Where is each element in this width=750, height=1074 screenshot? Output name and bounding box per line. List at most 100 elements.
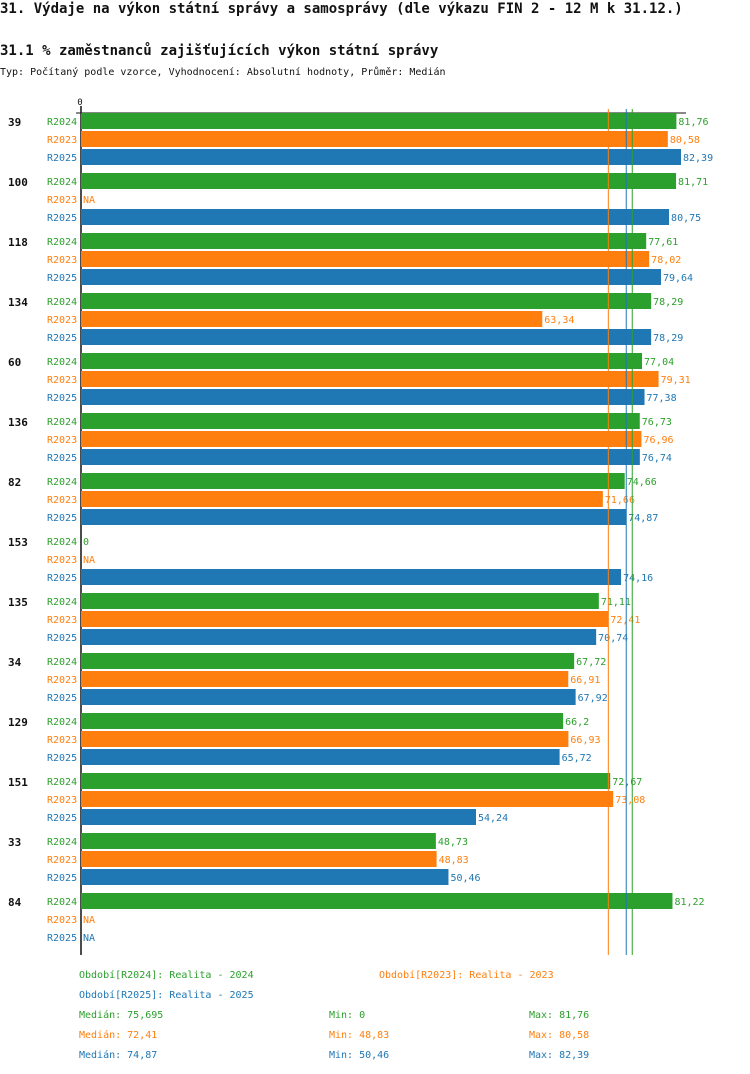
data-label-r2025: 82,39 bbox=[683, 153, 713, 164]
series-label-r2025: R2025 bbox=[47, 393, 77, 404]
data-label-r2023: 63,34 bbox=[544, 315, 574, 326]
series-label-r2025: R2025 bbox=[47, 813, 77, 824]
bar-r2024 bbox=[81, 473, 625, 489]
stat-r2025-min: Min: 50,46 bbox=[329, 1050, 390, 1061]
bar-r2025 bbox=[81, 269, 661, 285]
category-label: 129 bbox=[8, 716, 28, 729]
series-label-r2023: R2023 bbox=[47, 255, 77, 266]
series-label-r2024: R2024 bbox=[47, 777, 77, 788]
series-label-r2025: R2025 bbox=[47, 333, 77, 344]
data-label-r2023: 48,83 bbox=[439, 855, 469, 866]
data-label-r2024: 67,72 bbox=[576, 657, 606, 668]
data-label-r2025: 74,16 bbox=[623, 573, 653, 584]
series-label-r2025: R2025 bbox=[47, 933, 77, 944]
bar-r2023 bbox=[81, 671, 569, 687]
series-label-r2024: R2024 bbox=[47, 357, 77, 368]
category-label: 153 bbox=[8, 536, 28, 549]
data-label-r2024: 81,22 bbox=[674, 897, 704, 908]
series-label-r2024: R2024 bbox=[47, 897, 77, 908]
series-label-r2024: R2024 bbox=[47, 237, 77, 248]
bar-r2025 bbox=[81, 449, 640, 465]
data-label-r2023: 71,66 bbox=[605, 495, 635, 506]
data-label-r2025: 80,75 bbox=[671, 213, 701, 224]
series-label-r2023: R2023 bbox=[47, 795, 77, 806]
category-label: 33 bbox=[8, 836, 21, 849]
bar-r2023 bbox=[81, 611, 609, 627]
stat-r2023-median: Medián: 72,41 bbox=[79, 1030, 158, 1041]
bar-r2025 bbox=[81, 689, 576, 705]
data-label-r2025: 74,87 bbox=[628, 513, 658, 524]
bar-r2025 bbox=[81, 749, 560, 765]
series-label-r2025: R2025 bbox=[47, 453, 77, 464]
series-label-r2024: R2024 bbox=[47, 417, 77, 428]
bar-r2023 bbox=[81, 851, 437, 867]
bar-chart: 0 39 R2024 81,76 R2023 80,58 R2025 82,39 100 R202… bbox=[8, 98, 713, 955]
series-label-r2024: R2024 bbox=[47, 837, 77, 848]
bar-r2024 bbox=[81, 833, 436, 849]
bar-r2023 bbox=[81, 491, 603, 507]
data-label-r2023: 66,91 bbox=[570, 675, 600, 686]
bar-r2025 bbox=[81, 209, 670, 225]
bar-r2024 bbox=[81, 773, 611, 789]
bar-r2025 bbox=[81, 869, 449, 885]
data-label-r2023: 79,31 bbox=[661, 375, 691, 386]
series-label-r2023: R2023 bbox=[47, 675, 77, 686]
bar-r2024 bbox=[81, 173, 677, 189]
legend-r2024: Období[R2024]: Realita - 2024 bbox=[79, 970, 254, 981]
data-label-r2025: 78,29 bbox=[653, 333, 683, 344]
category-label: 34 bbox=[8, 656, 22, 669]
data-label-r2025: 54,24 bbox=[478, 813, 508, 824]
bar-r2023 bbox=[81, 431, 642, 447]
data-label-r2023: 72,41 bbox=[610, 615, 640, 626]
series-label-r2025: R2025 bbox=[47, 213, 77, 224]
stat-r2025-max: Max: 82,39 bbox=[529, 1050, 590, 1061]
stat-r2023-min: Min: 48,83 bbox=[329, 1030, 390, 1041]
legend-r2023: Období[R2023]: Realita - 2023 bbox=[379, 970, 554, 981]
series-label-r2025: R2025 bbox=[47, 513, 77, 524]
bar-r2023 bbox=[81, 731, 569, 747]
legend-r2025: Období[R2025]: Realita - 2025 bbox=[79, 990, 254, 1001]
bar-r2024 bbox=[81, 653, 575, 669]
data-label-r2023: 76,96 bbox=[643, 435, 673, 446]
category-label: 136 bbox=[8, 416, 28, 429]
data-label-r2024: 74,66 bbox=[627, 477, 657, 488]
series-label-r2024: R2024 bbox=[47, 657, 77, 668]
bar-r2023 bbox=[81, 311, 543, 327]
series-label-r2023: R2023 bbox=[47, 915, 77, 926]
bar-r2024 bbox=[81, 233, 647, 249]
bar-r2025 bbox=[81, 329, 652, 345]
series-label-r2023: R2023 bbox=[47, 195, 77, 206]
stat-r2023-max: Max: 80,58 bbox=[529, 1030, 590, 1041]
bar-r2024 bbox=[81, 893, 673, 909]
series-label-r2025: R2025 bbox=[47, 633, 77, 644]
series-label-r2024: R2024 bbox=[47, 537, 77, 548]
data-label-r2024: 77,04 bbox=[644, 357, 674, 368]
series-label-r2023: R2023 bbox=[47, 435, 77, 446]
series-label-r2023: R2023 bbox=[47, 855, 77, 866]
data-label-r2024: 81,76 bbox=[678, 117, 708, 128]
data-label-r2024: 0 bbox=[83, 537, 89, 548]
data-label-r2024: 77,61 bbox=[648, 237, 678, 248]
bar-r2024 bbox=[81, 713, 564, 729]
bar-r2024 bbox=[81, 413, 640, 429]
data-label-r2025: 77,38 bbox=[647, 393, 677, 404]
series-label-r2023: R2023 bbox=[47, 735, 77, 746]
data-label-r2025: 70,74 bbox=[598, 633, 628, 644]
bar-r2023 bbox=[81, 791, 614, 807]
data-label-r2023: NA bbox=[83, 195, 95, 206]
data-label-r2023: 78,02 bbox=[651, 255, 681, 266]
series-label-r2024: R2024 bbox=[47, 477, 77, 488]
bar-r2023 bbox=[81, 131, 668, 147]
series-label-r2025: R2025 bbox=[47, 753, 77, 764]
series-label-r2025: R2025 bbox=[47, 873, 77, 884]
series-label-r2024: R2024 bbox=[47, 177, 77, 188]
series-label-r2023: R2023 bbox=[47, 555, 77, 566]
series-label-r2023: R2023 bbox=[47, 495, 77, 506]
data-label-r2024: 76,73 bbox=[642, 417, 672, 428]
data-label-r2024: 81,71 bbox=[678, 177, 708, 188]
category-label: 84 bbox=[8, 896, 22, 909]
stat-r2024-max: Max: 81,76 bbox=[529, 1010, 590, 1021]
data-label-r2023: 80,58 bbox=[670, 135, 700, 146]
series-label-r2025: R2025 bbox=[47, 273, 77, 284]
series-label-r2025: R2025 bbox=[47, 573, 77, 584]
